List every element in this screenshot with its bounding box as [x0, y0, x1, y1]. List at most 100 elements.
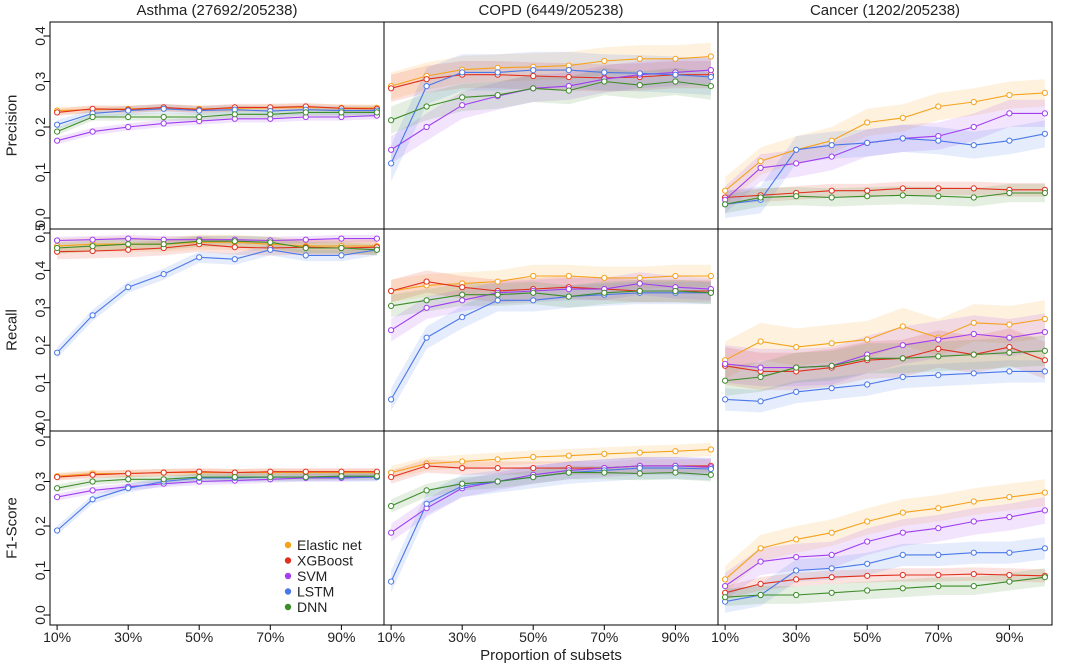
- point-xgboost-precision-cancer-60: [899, 185, 906, 192]
- point-elastic-net-f1-score-cancer-10: [722, 576, 729, 583]
- point-lstm-recall-cancer-90: [1006, 368, 1013, 375]
- line-dnn-recall-asthma: [57, 240, 377, 251]
- line-dnn-precision-cancer: [724, 192, 1045, 205]
- point-svm-precision-asthma-20: [89, 128, 96, 135]
- point-svm-recall-copd-60: [565, 286, 572, 293]
- point-dnn-f1-score-copd-90: [672, 469, 679, 476]
- point-dnn-recall-copd-90: [672, 287, 679, 295]
- point-dnn-recall-cancer-10: [722, 377, 729, 384]
- line-svm-precision-asthma: [56, 115, 377, 142]
- point-elastic-net-f1-score-copd-30: [459, 458, 466, 465]
- y-tick-label-recall-2: 0.2: [32, 335, 48, 355]
- line-xgboost-f1-score-cancer: [724, 573, 1045, 594]
- y-axis-title-f1-score: F1-Score: [4, 497, 21, 559]
- point-dnn-recall-copd-60: [565, 293, 572, 300]
- y-tick-label-precision-1: 0.1: [32, 163, 48, 183]
- point-lstm-f1-score-asthma-10: [54, 527, 61, 534]
- line-xgboost-precision-asthma: [57, 105, 377, 113]
- point-elastic-net-recall-cancer-40: [828, 340, 835, 347]
- point-lstm-precision-cancer-60: [899, 135, 906, 142]
- point-xgboost-f1-score-asthma-20: [89, 471, 96, 478]
- point-xgboost-f1-score-cancer-70: [935, 571, 942, 579]
- point-xgboost-precision-cancer-70: [935, 185, 942, 192]
- point-elastic-net-precision-cancer-100: [1041, 89, 1049, 97]
- point-svm-precision-cancer-40: [828, 153, 835, 160]
- point-dnn-f1-score-cancer-90: [1006, 578, 1013, 585]
- x-tick-label-2-3: 70%: [924, 629, 952, 645]
- line-lstm-precision-copd: [390, 69, 711, 164]
- point-dnn-precision-asthma-10: [54, 128, 61, 135]
- point-dnn-precision-asthma-50: [196, 113, 203, 121]
- point-svm-f1-score-cancer-90: [1006, 514, 1013, 521]
- point-elastic-net-f1-score-cancer-40: [828, 529, 835, 536]
- point-xgboost-f1-score-asthma-40: [160, 469, 167, 476]
- point-elastic-net-precision-cancer-20: [757, 158, 764, 165]
- point-lstm-f1-score-cancer-90: [1006, 549, 1013, 556]
- point-svm-f1-score-cancer-10: [722, 583, 729, 590]
- point-lstm-recall-copd-40: [494, 297, 501, 304]
- point-dnn-precision-copd-50: [530, 85, 537, 92]
- point-elastic-net-f1-score-cancer-100: [1041, 489, 1049, 496]
- legend-label-lstm: LSTM: [297, 584, 334, 600]
- legend-marker-svm: [284, 572, 292, 580]
- point-elastic-net-f1-score-cancer-50: [864, 518, 871, 525]
- point-elastic-net-recall-copd-90: [672, 272, 679, 280]
- point-lstm-recall-asthma-20: [89, 312, 96, 319]
- band-svm-precision-cancer: [725, 99, 1045, 214]
- point-elastic-net-recall-cancer-100: [1041, 315, 1049, 323]
- point-dnn-f1-score-cancer-40: [828, 589, 835, 596]
- band-svm-f1-score-copd: [391, 457, 711, 542]
- point-xgboost-f1-score-asthma-70: [267, 468, 274, 475]
- point-lstm-recall-asthma-30: [125, 284, 132, 291]
- line-lstm-recall-copd: [390, 292, 711, 400]
- line-elastic-net-recall-cancer: [724, 318, 1045, 361]
- point-dnn-precision-cancer-20: [757, 194, 764, 201]
- point-svm-recall-cancer-20: [757, 364, 764, 371]
- point-svm-f1-score-copd-10: [388, 529, 395, 536]
- band-svm-precision-copd: [391, 56, 711, 164]
- point-lstm-f1-score-copd-20: [423, 500, 430, 507]
- point-dnn-f1-score-copd-10: [388, 502, 395, 510]
- point-dnn-recall-asthma-20: [89, 243, 96, 250]
- point-lstm-f1-score-cancer-50: [864, 560, 871, 567]
- point-dnn-f1-score-copd-100: [707, 471, 715, 478]
- x-tick-label-0-2: 50%: [185, 629, 213, 645]
- point-xgboost-f1-score-cancer-50: [864, 572, 871, 579]
- point-dnn-f1-score-asthma-40: [160, 476, 167, 483]
- point-svm-f1-score-cancer-100: [1041, 507, 1049, 514]
- line-dnn-f1-score-copd: [390, 472, 711, 507]
- point-svm-recall-asthma-80: [302, 236, 309, 243]
- point-lstm-precision-asthma-30: [125, 107, 132, 114]
- point-dnn-precision-cancer-70: [935, 193, 942, 200]
- point-dnn-precision-copd-90: [672, 78, 679, 85]
- line-dnn-precision-copd: [390, 80, 711, 121]
- line-dnn-f1-score-asthma: [56, 475, 377, 489]
- point-svm-precision-copd-10: [388, 146, 395, 153]
- point-svm-recall-copd-20: [423, 304, 430, 311]
- line-dnn-precision-asthma: [56, 111, 377, 133]
- point-lstm-precision-copd-90: [672, 71, 679, 78]
- point-dnn-f1-score-copd-60: [565, 469, 572, 476]
- legend-marker-dnn: [284, 603, 292, 611]
- band-lstm-precision-cancer: [725, 120, 1045, 218]
- line-svm-f1-score-asthma: [56, 476, 377, 498]
- point-dnn-precision-asthma-80: [302, 109, 309, 116]
- point-dnn-recall-copd-70: [601, 289, 608, 296]
- y-tick-label-precision-0: 0.0: [32, 208, 48, 228]
- point-dnn-precision-copd-60: [565, 87, 572, 94]
- point-dnn-f1-score-cancer-10: [722, 594, 729, 601]
- point-lstm-recall-cancer-100: [1041, 368, 1049, 375]
- legend-marker-elastic-net: [284, 541, 292, 549]
- band-svm-precision-asthma: [57, 112, 377, 145]
- point-svm-recall-cancer-80: [970, 330, 977, 338]
- point-svm-precision-asthma-40: [160, 120, 167, 127]
- point-xgboost-f1-score-asthma-50: [196, 468, 203, 475]
- line-lstm-precision-cancer: [725, 133, 1046, 205]
- point-lstm-precision-copd-40: [494, 69, 501, 76]
- point-lstm-precision-cancer-40: [828, 142, 835, 149]
- point-dnn-f1-score-copd-80: [636, 470, 643, 477]
- y-tick-label-precision-2: 0.2: [32, 117, 48, 137]
- column-title-copd: COPD (6449/205238): [478, 2, 623, 19]
- legend-marker-lstm: [284, 588, 292, 595]
